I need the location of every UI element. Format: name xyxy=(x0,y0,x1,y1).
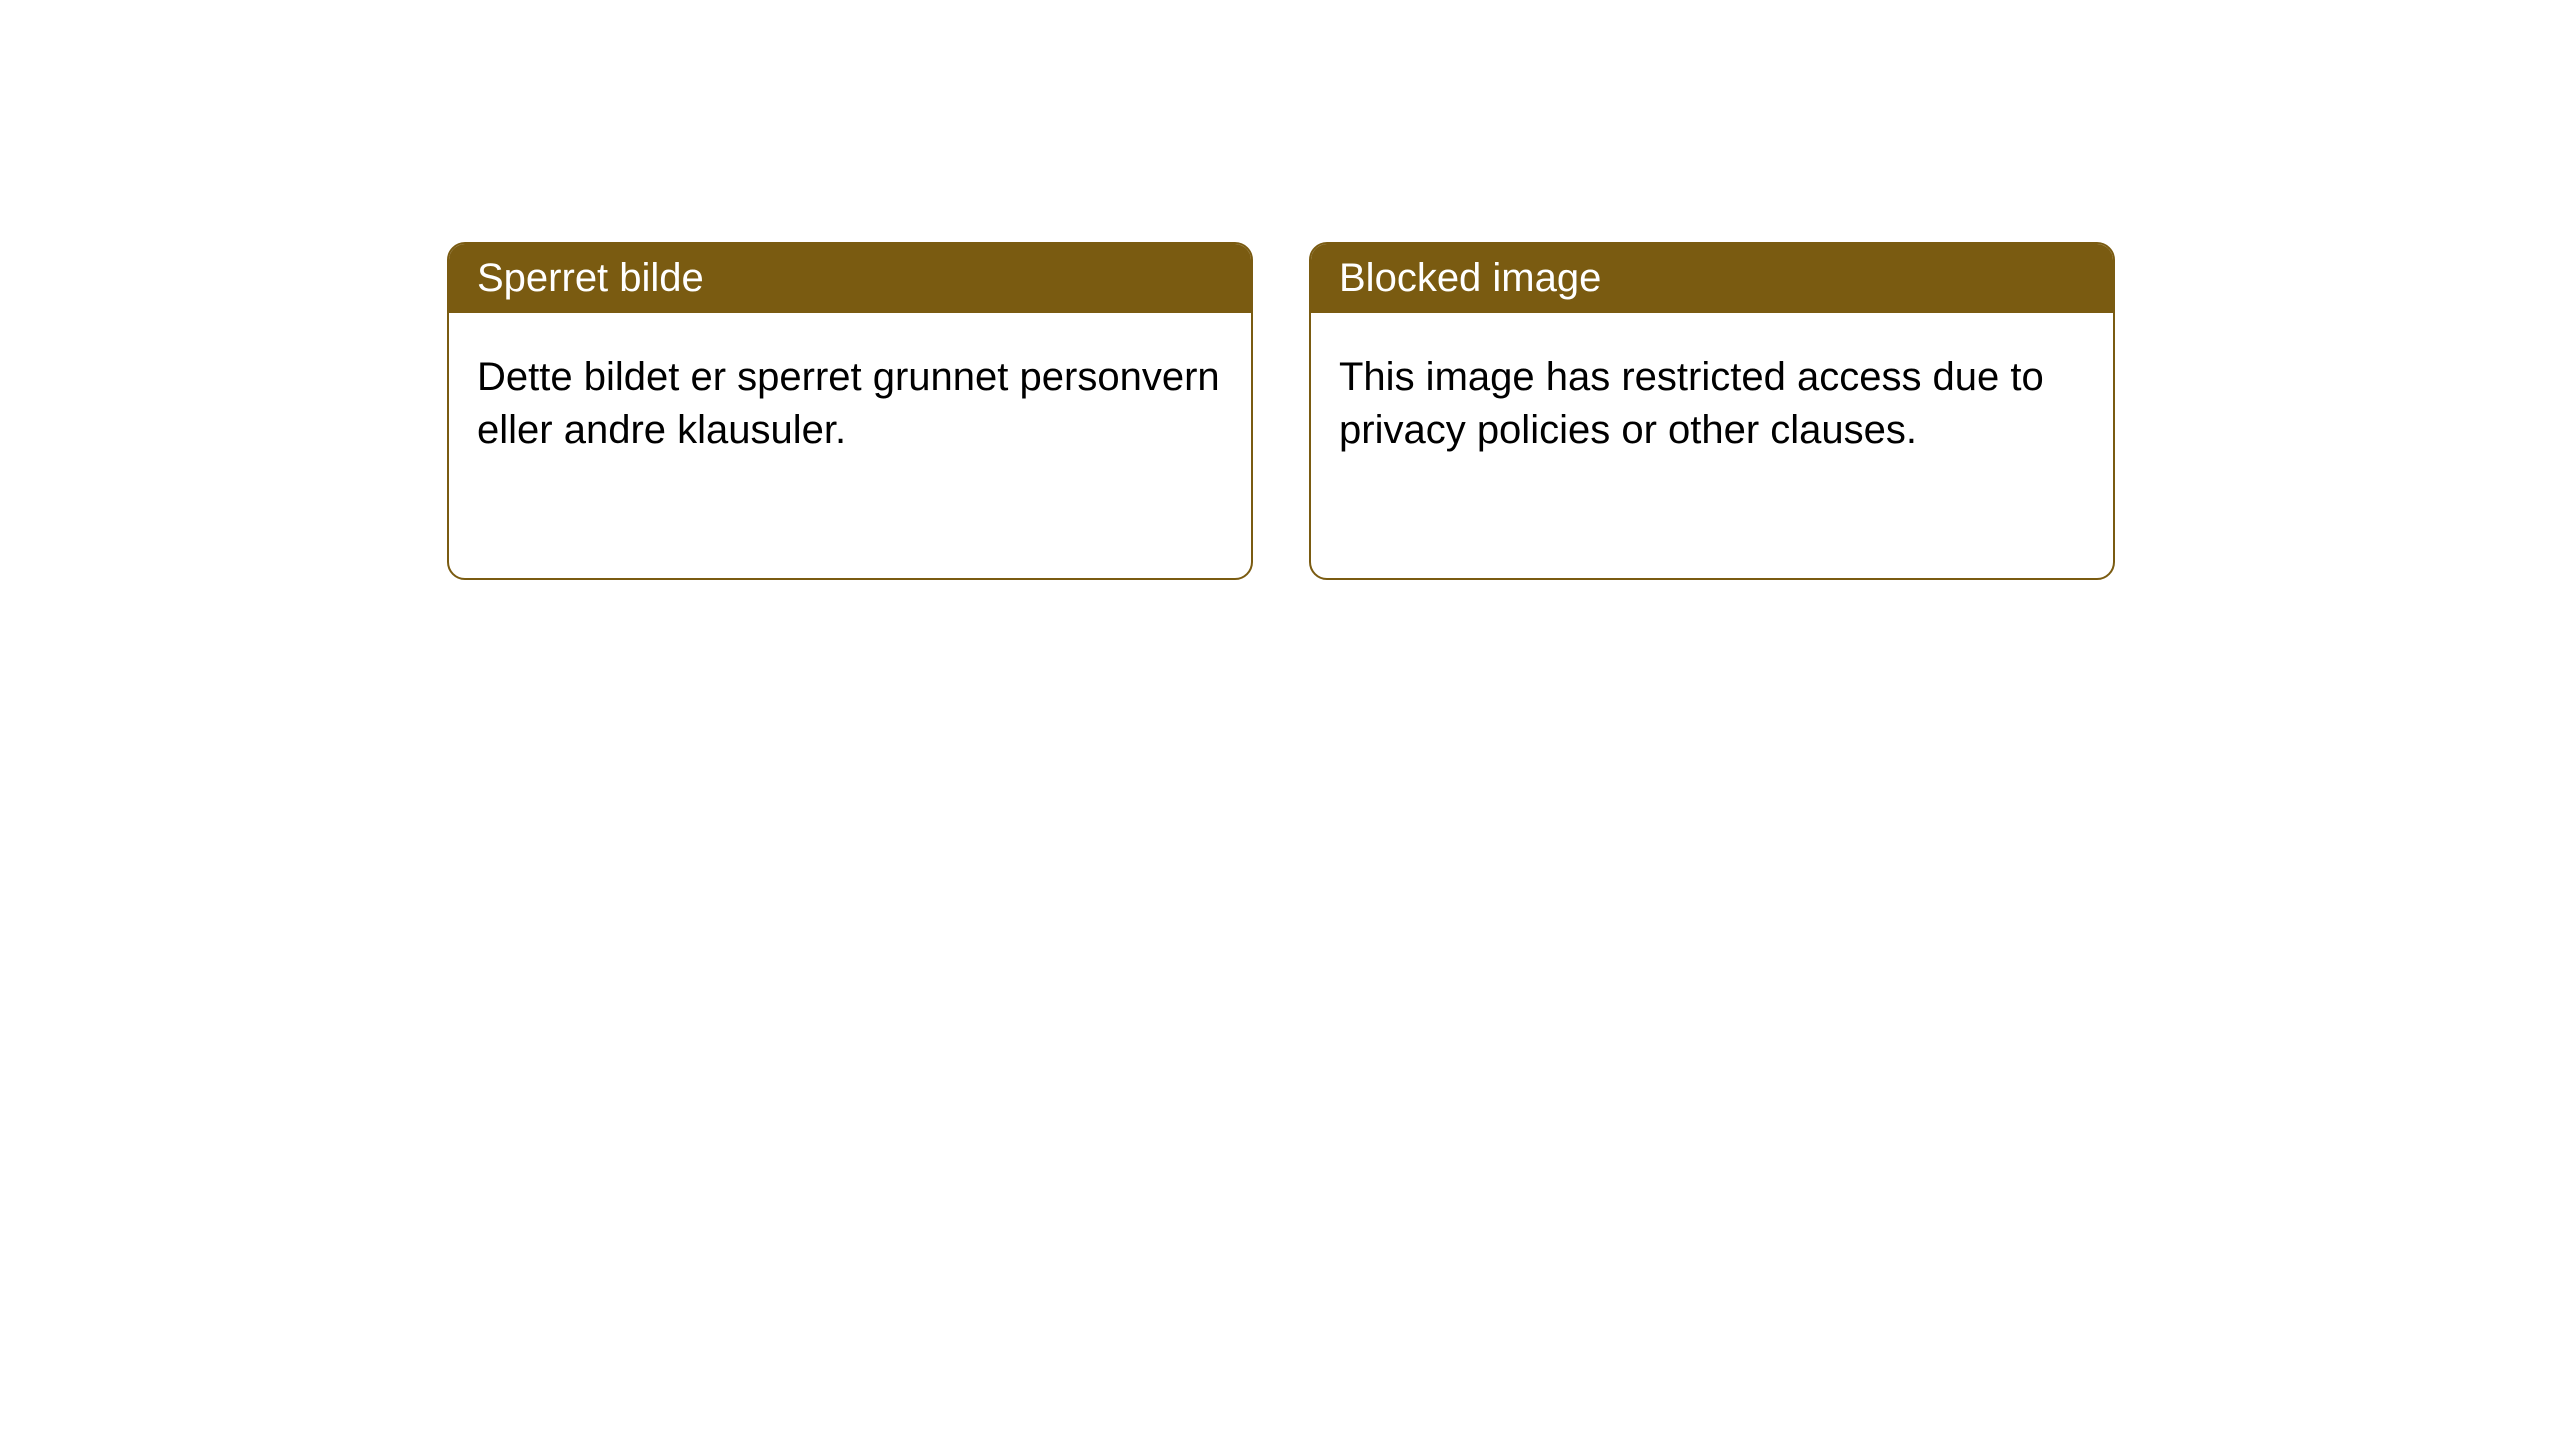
card-body: This image has restricted access due to … xyxy=(1311,313,2113,495)
notice-cards-container: Sperret bilde Dette bildet er sperret gr… xyxy=(0,0,2560,580)
notice-card-norwegian: Sperret bilde Dette bildet er sperret gr… xyxy=(447,242,1253,580)
card-header: Sperret bilde xyxy=(449,244,1251,313)
card-body: Dette bildet er sperret grunnet personve… xyxy=(449,313,1251,495)
card-body-text: This image has restricted access due to … xyxy=(1339,355,2044,452)
card-title: Blocked image xyxy=(1339,256,1601,300)
card-body-text: Dette bildet er sperret grunnet personve… xyxy=(477,355,1220,452)
card-header: Blocked image xyxy=(1311,244,2113,313)
notice-card-english: Blocked image This image has restricted … xyxy=(1309,242,2115,580)
card-title: Sperret bilde xyxy=(477,256,704,300)
